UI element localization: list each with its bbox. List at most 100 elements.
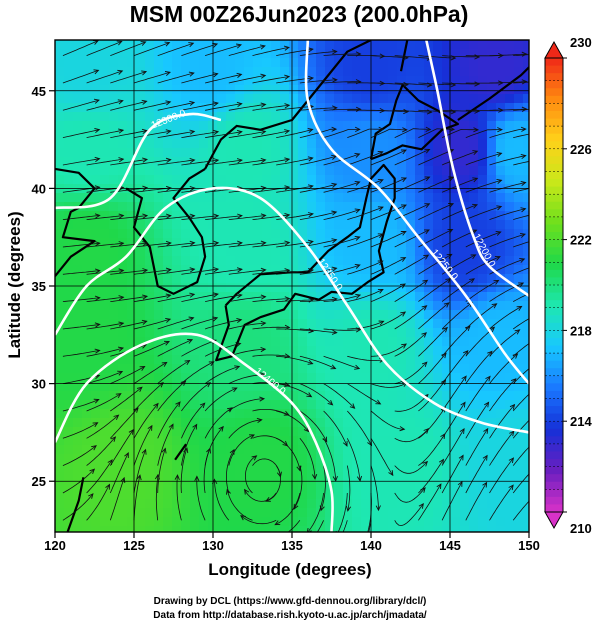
field-cell <box>460 94 470 104</box>
field-cell <box>127 94 137 104</box>
field-cell <box>73 220 83 230</box>
streamline <box>299 298 337 302</box>
field-cell <box>172 517 182 527</box>
streamline <box>368 520 372 532</box>
streamline <box>109 452 129 494</box>
field-cell <box>460 337 470 347</box>
field-cell <box>523 517 529 527</box>
field-cell <box>172 292 182 302</box>
field-cell <box>361 517 371 527</box>
field-cell <box>514 76 524 86</box>
field-cell <box>82 256 92 266</box>
field-cell <box>298 76 308 86</box>
streamline <box>252 104 290 111</box>
streamline <box>370 257 406 275</box>
streamline <box>157 380 186 412</box>
field-cell <box>55 112 65 122</box>
field-cell <box>307 463 317 473</box>
field-cell <box>388 454 398 464</box>
field-cell <box>55 373 65 383</box>
field-cell <box>487 445 497 455</box>
field-cell <box>379 517 389 527</box>
field-cell <box>154 418 164 428</box>
field-cell <box>334 481 344 491</box>
field-cell <box>361 427 371 437</box>
field-cell <box>127 40 137 50</box>
field-cell <box>388 472 398 482</box>
field-cell <box>226 400 236 410</box>
field-cell <box>64 112 74 122</box>
streamline <box>276 410 309 432</box>
field-cell <box>523 274 529 284</box>
field-cell <box>262 382 272 392</box>
field-cell <box>298 184 308 194</box>
field-cell <box>469 463 479 473</box>
field-cell <box>289 184 299 194</box>
field-cell <box>433 409 443 419</box>
field-cell <box>253 274 263 284</box>
field-cell <box>253 481 263 491</box>
streamline-arrow <box>421 332 427 338</box>
streamline <box>204 366 240 384</box>
field-cell <box>460 463 470 473</box>
field-cell <box>397 409 407 419</box>
field-cell <box>406 211 416 221</box>
field-cell <box>352 247 362 257</box>
field-cell <box>352 499 362 509</box>
field-cell <box>181 202 191 212</box>
field-cell <box>262 193 272 203</box>
field-cell <box>136 517 146 527</box>
field-cell <box>91 220 101 230</box>
field-cell <box>244 427 254 437</box>
field-cell <box>487 319 497 329</box>
field-cell <box>424 76 434 86</box>
field-cell <box>415 283 425 293</box>
field-cell <box>307 346 317 356</box>
field-cell <box>181 265 191 275</box>
field-cell <box>118 409 128 419</box>
field-cell <box>325 112 335 122</box>
field-cell <box>280 58 290 68</box>
field-cell <box>397 256 407 266</box>
field-cell <box>271 481 281 491</box>
streamline <box>181 361 214 384</box>
field-cell <box>235 58 245 68</box>
streamline <box>347 233 383 248</box>
field-cell <box>235 247 245 257</box>
streamline-arrow <box>424 203 431 208</box>
streamline-arrow <box>400 311 407 317</box>
field-cell <box>163 355 173 365</box>
field-cell <box>424 58 434 68</box>
field-cell <box>451 49 461 59</box>
field-cell <box>73 76 83 86</box>
field-cell <box>370 490 380 500</box>
streamline-arrow <box>422 279 429 285</box>
field-cell <box>118 301 128 311</box>
streamline <box>157 42 194 56</box>
field-cell <box>145 373 155 383</box>
streamline-arrow <box>165 100 172 106</box>
field-cell <box>55 67 65 77</box>
colorbar-segment <box>545 163 563 172</box>
field-cell <box>478 517 488 527</box>
field-cell <box>361 40 371 50</box>
streamline-arrow <box>537 409 542 414</box>
field-cell <box>163 508 173 518</box>
field-cell <box>217 202 227 212</box>
field-cell <box>478 310 488 320</box>
field-cell <box>523 319 529 329</box>
streamline <box>62 158 100 166</box>
field-cell <box>469 526 479 532</box>
field-cell <box>478 490 488 500</box>
field-cell <box>397 337 407 347</box>
streamline-arrow <box>187 339 194 344</box>
streamline <box>370 410 405 430</box>
field-cell <box>217 382 227 392</box>
field-cell <box>109 310 119 320</box>
field-cell <box>478 130 488 140</box>
field-cell <box>100 139 110 149</box>
field-cell <box>496 283 506 293</box>
streamline-arrow <box>539 358 544 362</box>
field-cell <box>523 310 529 320</box>
streamline <box>442 82 480 85</box>
